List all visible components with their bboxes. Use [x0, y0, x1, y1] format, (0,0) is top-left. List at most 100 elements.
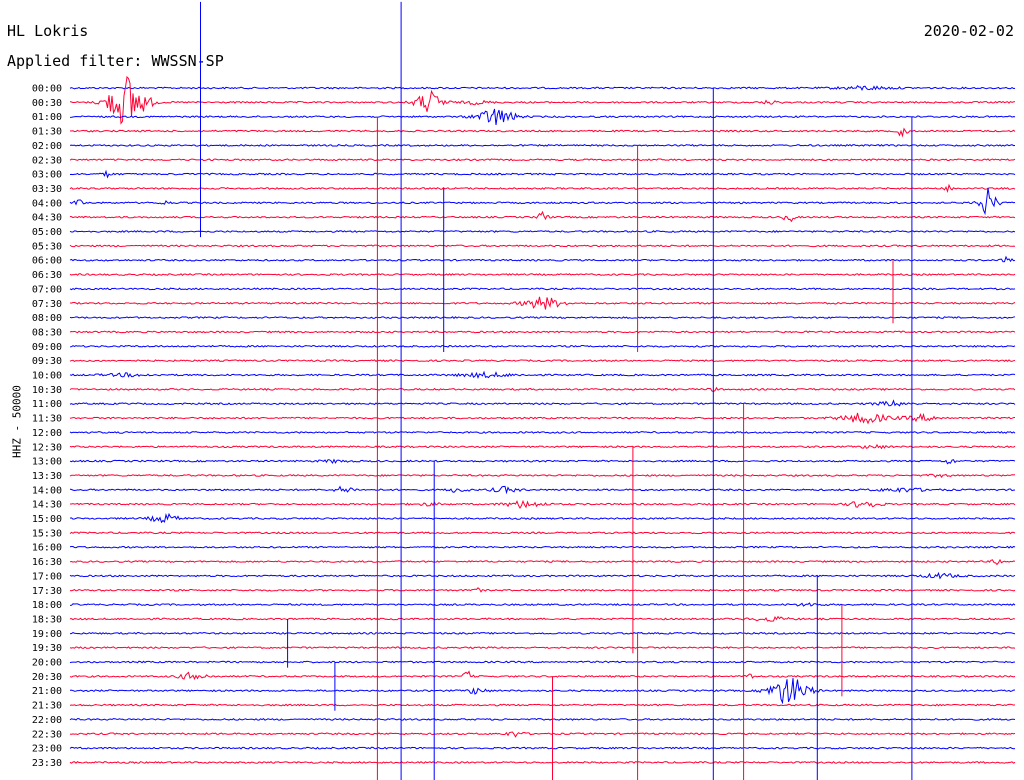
trace-line — [69, 230, 1016, 233]
row-time-label: 22:30 — [32, 729, 62, 740]
trace-line — [69, 183, 1016, 194]
trace-line — [69, 85, 1016, 91]
row-time-label: 14:30 — [32, 500, 62, 511]
row-time-label: 00:30 — [32, 98, 62, 109]
row-time-label: 18:00 — [32, 600, 62, 611]
row-time-label: 09:00 — [32, 342, 62, 353]
row-time-label: 21:30 — [32, 701, 62, 712]
trace-line — [69, 359, 1016, 363]
row-time-label: 22:00 — [32, 715, 62, 726]
row-time-label: 14:00 — [32, 485, 62, 496]
trace-line — [69, 703, 1016, 707]
row-time-label: 12:00 — [32, 428, 62, 439]
trace-line — [69, 670, 1016, 681]
trace-line — [69, 399, 1016, 407]
trace-line — [69, 646, 1016, 650]
trace-line — [69, 660, 1016, 664]
trace-line — [69, 558, 1016, 566]
trace-line — [69, 75, 1016, 125]
row-time-label: 16:30 — [32, 557, 62, 568]
row-time-label: 07:30 — [32, 299, 62, 310]
row-time-label: 10:30 — [32, 385, 62, 396]
row-time-label: 03:00 — [32, 170, 62, 181]
trace-line — [69, 458, 1016, 465]
trace-line — [69, 443, 1016, 450]
row-time-label: 17:30 — [32, 586, 62, 597]
trace-line — [69, 244, 1016, 248]
row-time-label: 08:00 — [32, 313, 62, 324]
trace-line — [69, 158, 1016, 162]
trace-line — [69, 127, 1016, 138]
trace-line — [69, 210, 1016, 223]
row-time-label: 07:00 — [32, 284, 62, 295]
row-time-label: 15:30 — [32, 528, 62, 539]
trace-line — [69, 615, 1016, 622]
trace-line — [69, 499, 1016, 509]
row-time-label: 02:30 — [32, 155, 62, 166]
date-label: 2020-02-02 — [923, 22, 1014, 40]
row-time-label: 23:00 — [32, 744, 62, 755]
row-time-label: 11:30 — [32, 414, 62, 425]
row-time-label: 06:30 — [32, 270, 62, 281]
trace-line — [69, 386, 1016, 392]
row-time-label: 01:30 — [32, 127, 62, 138]
trace-line — [69, 473, 1016, 478]
trace-line — [69, 273, 1016, 276]
trace-line — [69, 717, 1016, 721]
row-time-label: 08:30 — [32, 327, 62, 338]
row-time-label: 03:30 — [32, 184, 62, 195]
row-time-label: 02:00 — [32, 141, 62, 152]
row-time-label: 05:00 — [32, 227, 62, 238]
trace-line — [69, 412, 1016, 425]
trace-line — [69, 287, 1016, 291]
row-time-label: 19:00 — [32, 629, 62, 640]
trace-line — [69, 344, 1016, 348]
trace-line — [69, 731, 1016, 738]
row-time-label: 09:30 — [32, 356, 62, 367]
trace-line — [69, 255, 1016, 263]
trace-line — [69, 531, 1016, 535]
trace-line — [69, 316, 1016, 320]
trace-line — [69, 631, 1016, 635]
trace-line — [69, 169, 1016, 179]
row-time-label: 04:00 — [32, 198, 62, 209]
row-time-label: 06:00 — [32, 256, 62, 267]
row-time-label: 18:30 — [32, 614, 62, 625]
trace-line — [69, 430, 1016, 434]
trace-line — [69, 545, 1016, 549]
trace-line — [69, 143, 1016, 147]
row-time-label: 01:00 — [32, 112, 62, 123]
trace-line — [69, 587, 1016, 593]
trace-line — [69, 296, 1016, 310]
row-time-label: 00:00 — [32, 84, 62, 95]
row-time-label: 16:00 — [32, 543, 62, 554]
trace-line — [69, 571, 1016, 580]
trace-line — [69, 108, 1016, 126]
trace-line — [69, 678, 1016, 705]
row-time-label: 13:30 — [32, 471, 62, 482]
row-time-label: 19:30 — [32, 643, 62, 654]
trace-line — [69, 187, 1016, 216]
trace-line — [69, 512, 1016, 524]
trace-line — [69, 370, 1016, 379]
row-time-label: 13:00 — [32, 457, 62, 468]
row-time-label: 17:00 — [32, 571, 62, 582]
row-time-label: 12:30 — [32, 442, 62, 453]
trace-line — [69, 330, 1016, 334]
row-time-label: 10:00 — [32, 371, 62, 382]
station-title: HL Lokris — [7, 22, 89, 40]
row-time-label: 04:30 — [32, 213, 62, 224]
trace-line — [69, 746, 1016, 750]
row-time-label: 21:00 — [32, 686, 62, 697]
row-time-label: 11:00 — [32, 399, 62, 410]
filter-label: Applied filter: WWSSN-SP — [7, 52, 224, 70]
row-time-label: 15:00 — [32, 514, 62, 525]
row-time-label: 05:30 — [32, 241, 62, 252]
row-time-label: 23:30 — [32, 758, 62, 769]
row-time-label: 20:00 — [32, 658, 62, 669]
trace-line — [69, 485, 1016, 495]
trace-line — [69, 760, 1016, 764]
row-time-label: 20:30 — [32, 672, 62, 683]
trace-line — [69, 602, 1016, 607]
